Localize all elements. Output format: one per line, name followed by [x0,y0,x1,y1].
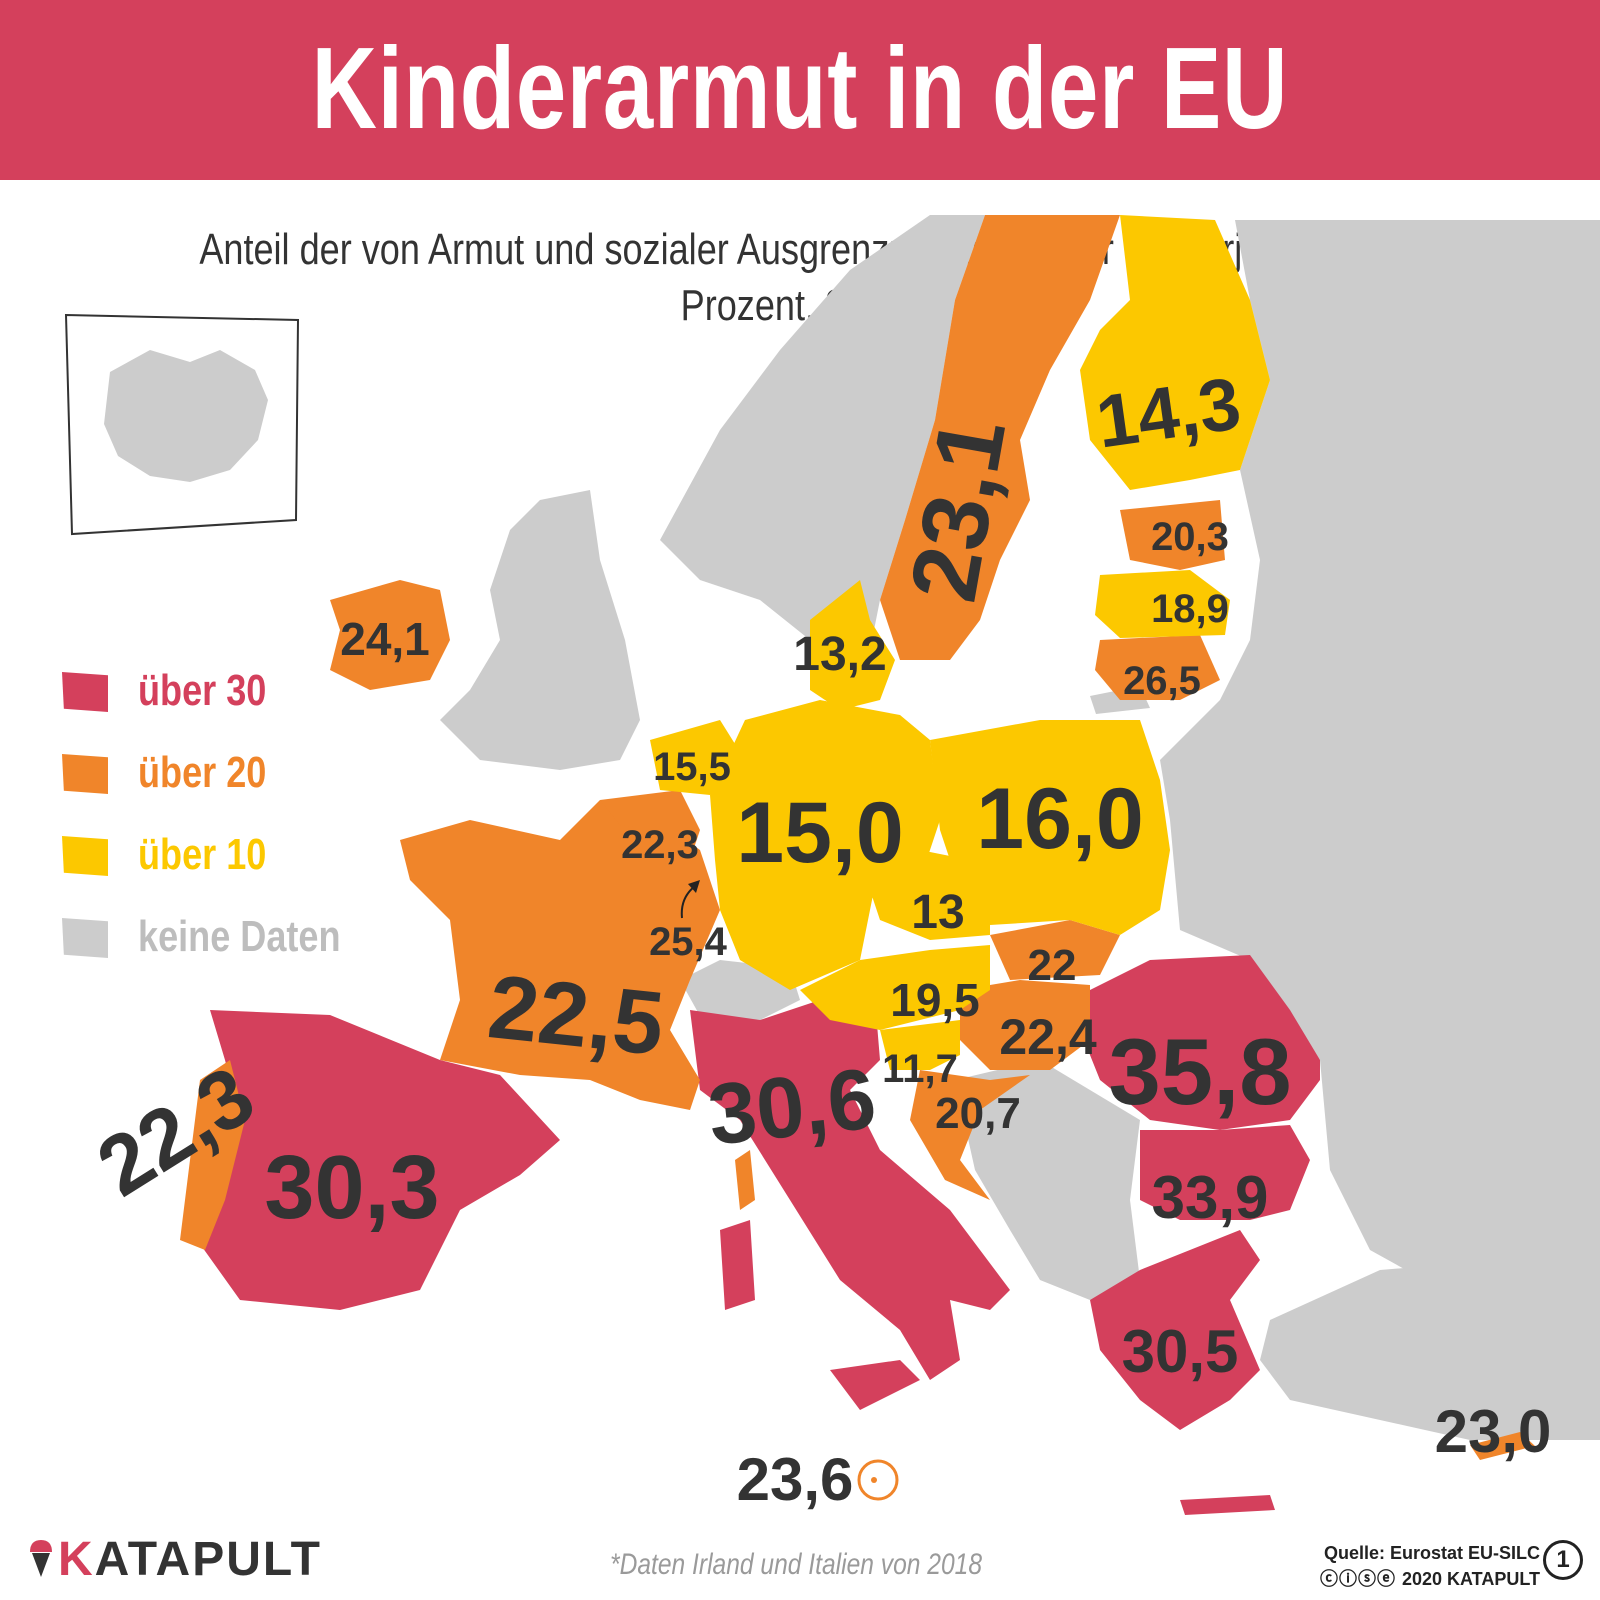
legend-label-ueber-20: über 20 [138,748,267,797]
value-label-ireland: 24,1 [340,613,430,665]
value-label-luxembourg: 25,4 [649,920,728,964]
legend-label-ueber-10: über 10 [138,830,267,879]
value-label-czechia: 13 [911,886,964,939]
value-label-lithuania: 26,5 [1123,659,1201,703]
footnote: *Daten Irland und Italien von 2018 [610,1548,983,1581]
country-hungary [960,980,1090,1070]
legend-swatch-ueber-20 [62,754,108,794]
turkey-region [1260,1260,1600,1440]
copyright-text: 2020 KATAPULT [1401,1569,1540,1589]
value-label-bulgaria: 33,9 [1152,1164,1269,1231]
country-estonia [1120,500,1225,570]
value-label-poland: 16,0 [976,771,1143,867]
iceland-inset-frame [64,313,300,536]
island-corsica [735,1150,755,1210]
value-label-malta: 23,6 [737,1446,854,1513]
legend-label-ueber-30: über 30 [138,666,267,715]
malta-marker [857,1459,899,1501]
country-lithuania [1095,635,1220,700]
ice-cream-icon [30,1540,52,1577]
source-credit: Quelle: Eurostat EU-SILC ⓒⓘⓢⓔ 2020 KATAPU… [1300,1540,1540,1592]
country-germany [710,700,940,990]
value-label-greece: 30,5 [1122,1318,1239,1385]
iceland-shape [104,350,268,482]
brand-first-letter: K [58,1533,95,1586]
country-romania [1080,955,1320,1130]
country-czechia [870,850,990,940]
country-spain [190,1010,560,1310]
title-banner [0,0,1600,180]
country-slovenia [880,1020,960,1070]
uk-region [440,490,640,770]
legend-label-keine-daten: keine Daten [138,912,341,961]
source-line: Quelle: Eurostat EU-SILC [1323,1543,1540,1563]
value-label-belgium: 22,3 [621,823,699,867]
value-label-croatia: 20,7 [935,1089,1021,1138]
country-croatia [910,1070,1030,1200]
norway-region [660,215,985,650]
country-sweden [880,215,1120,660]
country-bulgaria [1140,1125,1310,1220]
balkans-region [955,1060,1140,1300]
legend-swatch-ueber-30 [62,672,108,712]
value-label-estonia: 20,3 [1151,515,1229,559]
country-france [400,800,720,1110]
value-label-netherlands: 15,5 [653,745,731,789]
island-sardinia [720,1220,755,1310]
legend-swatch-keine-daten [62,918,108,958]
value-label-germany: 15,0 [736,785,903,881]
value-label-denmark: 13,2 [793,628,886,681]
page-number-badge: 1 [1543,1540,1583,1580]
country-malta [871,1477,877,1483]
country-finland [1080,215,1270,490]
value-label-finland: 14,3 [1091,361,1245,463]
value-label-france: 22,5 [484,957,669,1075]
value-label-romania: 35,8 [1109,1019,1292,1124]
country-ireland [330,580,450,690]
value-label-latvia: 18,9 [1151,587,1229,631]
country-luxembourg [683,860,700,882]
country-greece [1090,1230,1260,1430]
brand-rest: ATAPULT [94,1533,322,1586]
country-italy [690,1000,1010,1380]
country-denmark [810,580,895,710]
country-latvia [1095,570,1230,638]
page-title: Kinderarmut in der EU [311,23,1289,153]
luxembourg-arrow-head [688,880,700,893]
value-label-slovenia: 11,7 [882,1047,958,1091]
value-label-italy: 30,6 [704,1051,881,1164]
value-label-spain: 30,3 [264,1138,439,1238]
value-label-austria: 19,5 [890,974,980,1026]
brand-name: KATAPULT [58,1532,322,1587]
copyright-line: ⓒⓘⓢⓔ 2020 KATAPULT [1300,1566,1540,1592]
island-crete [1180,1495,1275,1515]
country-belgium [600,790,700,860]
country-poland [930,720,1170,935]
value-label-cyprus: 23,0 [1435,1398,1552,1465]
country-cyprus [1470,1432,1535,1460]
island-sicily [830,1360,920,1410]
country-slovakia [990,920,1120,980]
russia-east-region [1160,220,1600,1310]
legend-swatch-ueber-10 [62,836,108,876]
value-label-hungary: 22,4 [999,1009,1097,1065]
value-label-slovakia: 22 [1028,941,1077,990]
country-portugal [180,1060,245,1250]
cc-license-icons: ⓒⓘⓢⓔ [1319,1569,1396,1589]
country-austria [800,945,990,1030]
